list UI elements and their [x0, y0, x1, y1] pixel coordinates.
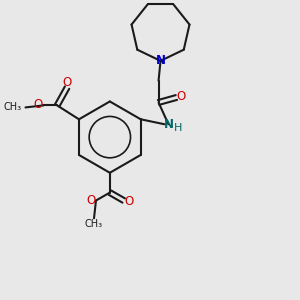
Text: O: O — [86, 194, 96, 207]
Text: O: O — [177, 90, 186, 103]
Text: N: N — [155, 54, 166, 68]
Text: O: O — [34, 98, 43, 111]
Text: O: O — [62, 76, 72, 89]
Text: N: N — [164, 118, 173, 131]
Text: H: H — [174, 123, 182, 133]
Text: O: O — [124, 195, 133, 208]
Text: CH₃: CH₃ — [85, 219, 103, 229]
Text: CH₃: CH₃ — [3, 102, 22, 112]
